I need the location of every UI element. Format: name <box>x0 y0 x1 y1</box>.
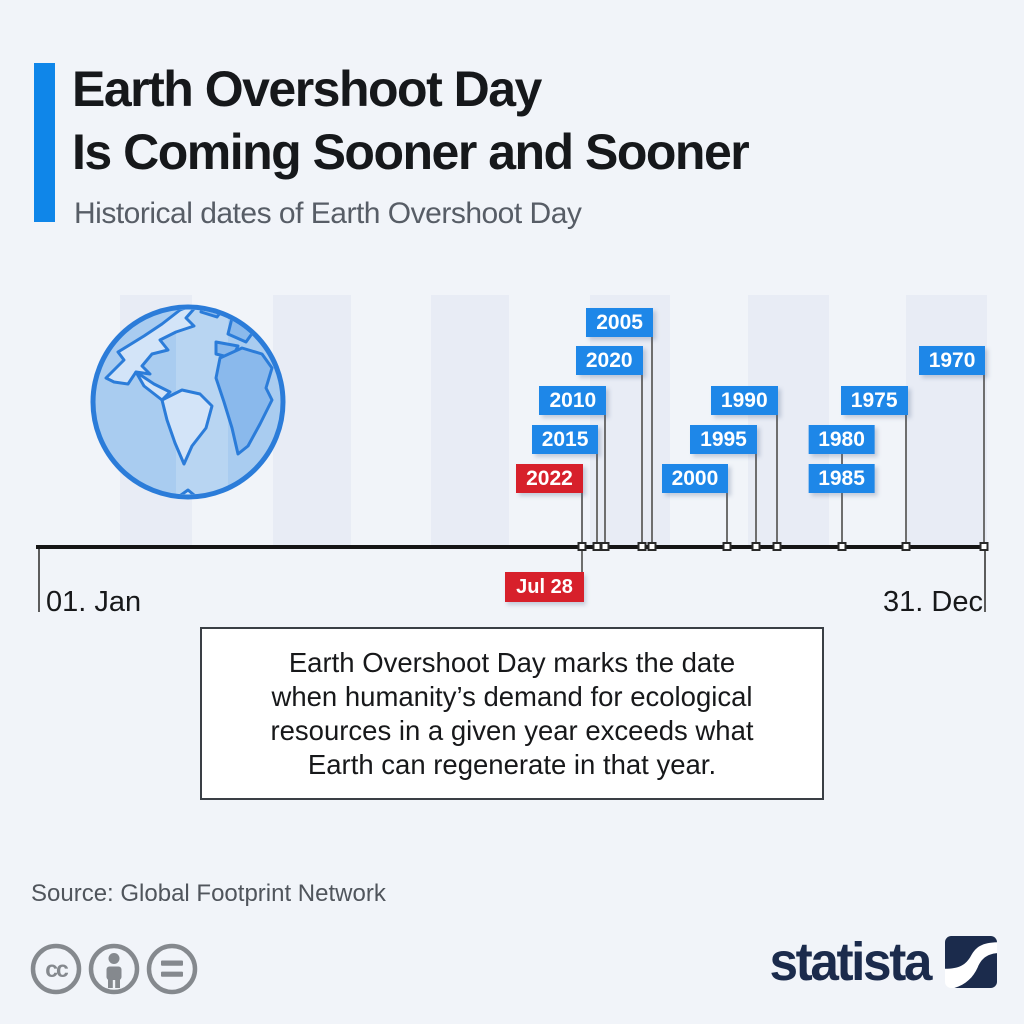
month-stripe-dec <box>906 295 987 547</box>
month-stripe-aug <box>589 295 671 547</box>
date-marker <box>592 542 602 551</box>
year-flag-1975: 1975 <box>840 386 908 415</box>
axis-end-tick <box>984 549 986 612</box>
date-marker <box>647 542 657 551</box>
date-marker <box>722 542 732 551</box>
cc-license-icons: cc <box>30 943 198 995</box>
flag-stem-2005 <box>650 335 653 547</box>
note-line-1: Earth Overshoot Day marks the date <box>288 646 736 678</box>
month-stripe-jun <box>431 295 510 547</box>
note-line-2: when humanity’s demand for ecological <box>271 680 753 712</box>
page-subtitle: Historical dates of Earth Overshoot Day <box>74 197 582 230</box>
flag-stem-1970 <box>983 373 986 547</box>
date-marker <box>772 542 782 551</box>
year-flag-2015: 2015 <box>531 425 599 454</box>
date-marker <box>637 542 647 551</box>
year-flag-1980: 1980 <box>808 425 875 454</box>
title-accent-bar <box>34 63 55 222</box>
no-derivatives-icon <box>146 943 198 995</box>
flag-stem-2020 <box>640 373 643 547</box>
flag-stem-1975 <box>905 413 908 547</box>
statista-wordmark: statista <box>769 932 932 992</box>
cc-icon: cc <box>30 943 82 995</box>
svg-text:cc: cc <box>45 956 69 982</box>
year-flag-1970: 1970 <box>918 346 986 375</box>
flag-stem-1990 <box>775 413 778 547</box>
note-line-3: resources in a given year exceeds what <box>270 714 754 746</box>
date-marker <box>837 542 847 551</box>
definition-note-box: Earth Overshoot Day marks the date when … <box>200 627 824 800</box>
highlight-date-stem <box>580 549 583 572</box>
month-stripe-oct <box>748 295 829 547</box>
axis-start-tick <box>38 549 40 612</box>
year-flag-2005: 2005 <box>586 308 653 337</box>
year-flag-2010: 2010 <box>539 386 607 415</box>
attribution-icon <box>88 943 140 995</box>
month-stripe-apr <box>272 295 351 547</box>
year-flag-1995: 1995 <box>690 425 757 454</box>
axis-end-label: 31. Dec <box>883 586 983 618</box>
earth-illustration <box>90 304 286 500</box>
timeline-axis <box>36 545 988 549</box>
year-flag-2000: 2000 <box>661 464 729 493</box>
flag-stem-1995 <box>754 452 757 547</box>
year-flag-1990: 1990 <box>710 386 778 415</box>
year-flag-2022: 2022 <box>516 464 583 493</box>
flag-stem-2010 <box>604 413 607 547</box>
flag-stem-1985 <box>840 491 843 547</box>
date-marker <box>979 542 989 551</box>
note-line-4: Earth can regenerate in that year. <box>307 748 717 780</box>
title-line-2: Is Coming Sooner and Sooner <box>72 124 750 180</box>
statista-logo: statista <box>761 932 997 992</box>
date-marker <box>901 542 911 551</box>
statista-logo-mark <box>945 936 997 988</box>
axis-start-label: 01. Jan <box>46 586 142 618</box>
year-flag-2020: 2020 <box>575 346 643 375</box>
flag-stem-2022 <box>580 491 583 547</box>
date-marker <box>751 542 761 551</box>
date-marker <box>600 542 610 551</box>
year-flag-1985: 1985 <box>808 464 875 493</box>
page-title: Earth Overshoot Day Is Coming Sooner and… <box>72 58 750 184</box>
flag-stem-2000 <box>726 491 729 547</box>
title-line-1: Earth Overshoot Day <box>72 61 542 117</box>
flag-stem-2015 <box>596 452 599 547</box>
source-credit: Source: Global Footprint Network <box>31 880 386 907</box>
date-marker <box>577 542 587 551</box>
highlight-date-flag: Jul 28 <box>505 572 584 602</box>
